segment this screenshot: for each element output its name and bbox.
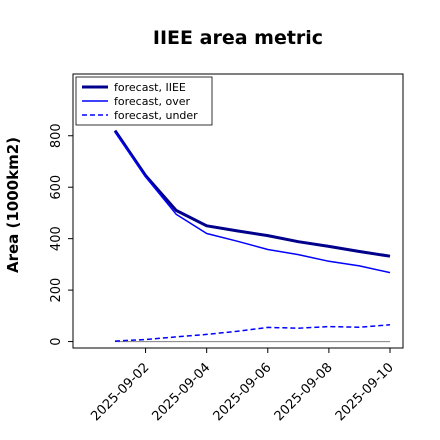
x-tick-label: 2025-09-02	[88, 360, 152, 424]
y-tick-label: 0	[49, 337, 64, 345]
legend-label: forecast, over	[114, 95, 190, 108]
legend-label: forecast, IIEE	[114, 81, 186, 94]
x-tick-label: 2025-09-10	[333, 360, 397, 424]
legend-label: forecast, under	[114, 109, 198, 122]
y-axis-label: Area (1000km2)	[4, 137, 22, 273]
y-tick-label: 800	[49, 123, 64, 148]
series-line-2	[114, 324, 391, 342]
series-line-0	[113, 129, 391, 258]
chart-title: IIEE area metric	[153, 27, 323, 49]
x-tick-label: 2025-09-04	[149, 360, 213, 424]
y-tick-label: 600	[49, 175, 64, 200]
x-tick-label: 2025-09-08	[272, 360, 336, 424]
y-tick-label: 400	[49, 226, 64, 251]
y-tick-label: 200	[49, 278, 64, 303]
plot-frame	[72, 73, 404, 349]
x-tick-label: 2025-09-06	[211, 360, 275, 424]
series-line-1	[114, 131, 391, 274]
